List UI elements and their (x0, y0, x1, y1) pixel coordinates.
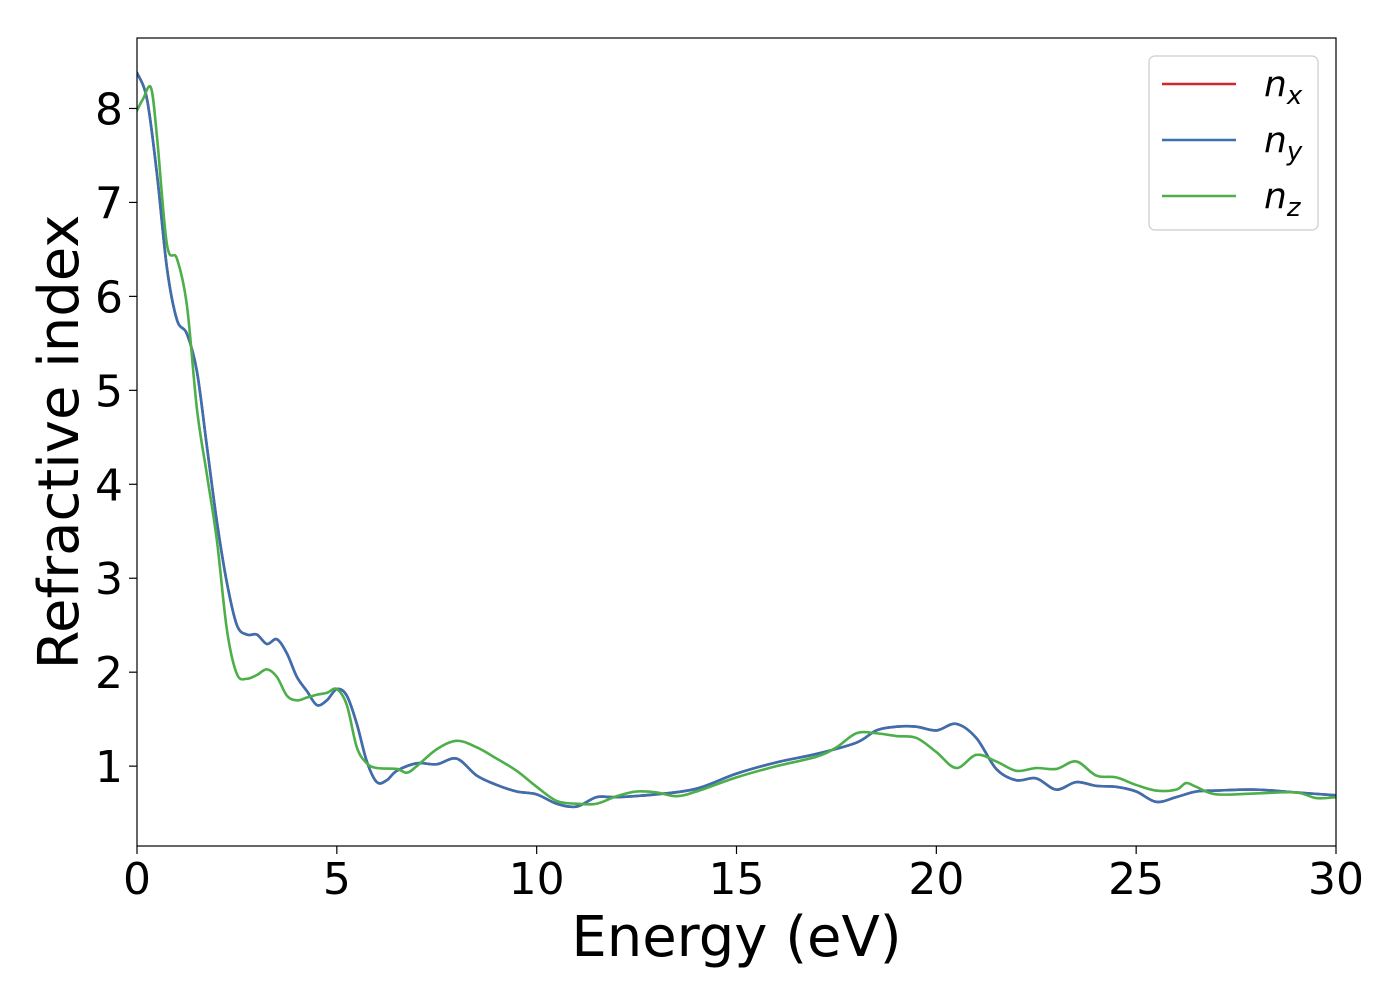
x-tick-label: 15 (709, 854, 765, 905)
x-tick-label: 30 (1308, 854, 1364, 905)
y-axis-label: Refractive index (27, 215, 92, 670)
y-tick-label: 8 (95, 84, 123, 135)
y-tick-label: 3 (95, 554, 123, 605)
series-line-nz (137, 85, 1336, 806)
y-tick-label: 5 (95, 366, 123, 417)
x-tick-label: 10 (509, 854, 565, 905)
y-axis-ticks: 1 2 3 4 5 6 7 8 (95, 84, 137, 793)
y-tick-label: 7 (95, 178, 123, 229)
series-line-ny (137, 71, 1336, 809)
y-tick-label: 6 (95, 272, 123, 323)
y-tick-label: 4 (95, 460, 123, 511)
legend-item-nx: nx (1162, 64, 1303, 111)
x-tick-label: 5 (323, 854, 351, 905)
x-axis-ticks: 0 5 10 15 20 25 30 (123, 846, 1364, 905)
x-tick-label: 0 (123, 854, 151, 905)
legend-box (1148, 55, 1319, 231)
x-tick-label: 20 (908, 854, 964, 905)
x-axis-label: Energy (eV) (571, 905, 901, 970)
y-tick-label: 2 (95, 648, 123, 699)
y-tick-label: 1 (95, 742, 123, 793)
x-tick-label: 25 (1108, 854, 1164, 905)
series-layer (137, 71, 1336, 809)
